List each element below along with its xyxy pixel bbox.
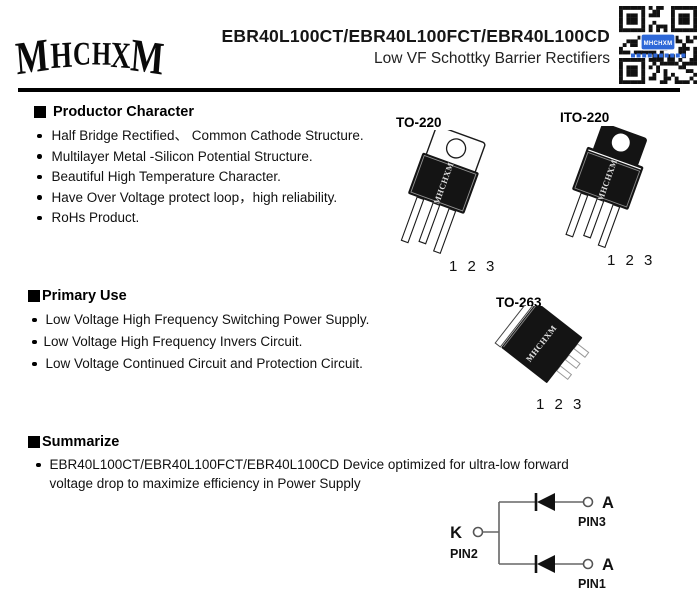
bullet-item: Beautiful High Temperature Character. [37, 167, 364, 188]
primary-use-bullet-list: Low Voltage High Frequency Switching Pow… [32, 310, 369, 375]
ito220-leg [597, 203, 621, 249]
logo-letter: C [73, 36, 91, 73]
section-square-icon [34, 106, 46, 118]
logo-letter: M [129, 28, 164, 82]
cathode-pin-label: PIN2 [450, 547, 478, 561]
section-productor-header: Productor Character [34, 104, 194, 120]
cathode-terminal-icon [472, 526, 484, 538]
anode-bottom-label: A [602, 556, 614, 574]
qr-center-badge [640, 33, 676, 51]
section-title: Primary Use [42, 288, 127, 304]
page-title: EBR40L100CT/EBR40L100FCT/EBR40L100CD [221, 26, 610, 46]
package-to220-figure: MHCHXM [400, 130, 486, 255]
logo-letter: H [50, 35, 73, 77]
bullet-text: Have Over Voltage protect loop，high reli… [51, 189, 338, 205]
section-summarize-header: Summarize [28, 434, 119, 450]
to263-pin-numbers: 1 2 3 [536, 396, 585, 413]
to220-pin-numbers: 1 2 3 [449, 258, 498, 275]
bullet-dot-icon [37, 133, 42, 138]
bullet-text: Low Voltage High Frequency Switching Pow… [45, 312, 370, 327]
to220-mounting-hole [445, 138, 467, 159]
header-titles: EBR40L100CT/EBR40L100FCT/EBR40L100CD Low… [150, 26, 610, 68]
diode-bottom-icon [534, 555, 555, 573]
package-label-ito220: ITO-220 [560, 110, 610, 125]
anode-bottom-terminal-icon [582, 558, 594, 570]
anode-top-label: A [602, 494, 614, 512]
circuit-diagram: K PIN2 A PIN3 A PIN1 [450, 493, 614, 591]
diode-top-icon [534, 493, 555, 511]
bullet-dot-icon [32, 361, 37, 366]
bullet-item: Have Over Voltage protect loop，high reli… [37, 188, 364, 209]
to263-leg [564, 354, 581, 369]
package-label-to220: TO-220 [396, 115, 442, 130]
ito220-pin-numbers: 1 2 3 [607, 252, 656, 269]
bullet-dot-icon [32, 317, 37, 322]
brand-logo: M H C H X M [14, 28, 164, 82]
to263-leg [555, 365, 573, 381]
header-divider [18, 88, 680, 92]
bullet-text: EBR40L100CT/EBR40L100FCT/EBR40L100CD Dev… [49, 457, 569, 491]
qr-badge-text: MHCHXM [644, 41, 673, 47]
bullet-item: EBR40L100CT/EBR40L100FCT/EBR40L100CD Dev… [36, 455, 598, 493]
section-square-icon [28, 290, 40, 302]
bullet-item: Half Bridge Rectified、 Common Cathode St… [37, 126, 364, 147]
anode-bottom-pin-label: PIN1 [578, 577, 606, 591]
to220-body [408, 152, 479, 214]
qr-caption-marks [631, 53, 686, 58]
section-square-icon [28, 436, 40, 448]
to220-leg [400, 196, 425, 244]
bullet-item: Low Voltage High Frequency Invers Circui… [32, 332, 369, 353]
package-ito220-figure: MHCHXM [565, 126, 647, 249]
section-primary-use-header: Primary Use [28, 288, 127, 304]
bullet-text: Multilayer Metal -Silicon Potential Stru… [51, 148, 313, 164]
bullet-dot-icon [32, 339, 37, 344]
bullet-text: RoHs Product. [51, 210, 140, 225]
logo-letter: H [92, 36, 112, 73]
anode-top-pin-label: PIN3 [578, 515, 606, 529]
section-title: Productor Character [53, 104, 195, 120]
anode-top-terminal-icon [582, 496, 594, 508]
bullet-item: RoHs Product. [37, 208, 364, 229]
to263-tab-edge [494, 306, 537, 348]
to220-leg [418, 202, 441, 245]
to263-leg [573, 343, 590, 358]
bullet-text: Low Voltage Continued Circuit and Protec… [45, 356, 363, 371]
bullet-dot-icon [37, 215, 42, 220]
bullet-dot-icon [37, 195, 42, 200]
logo-letter: X [110, 35, 132, 77]
bullet-item: Low Voltage High Frequency Switching Pow… [32, 310, 369, 331]
bullet-item: Low Voltage Continued Circuit and Protec… [32, 354, 369, 375]
ito220-mounting-hole [611, 133, 630, 152]
bullet-item: Multilayer Metal -Silicon Potential Stru… [37, 147, 364, 168]
bullet-dot-icon [37, 174, 42, 179]
bullet-text: Low Voltage High Frequency Invers Circui… [43, 334, 303, 349]
productor-bullet-list: Half Bridge Rectified、 Common Cathode St… [37, 126, 364, 229]
circuit-wires [482, 501, 584, 565]
bullet-dot-icon [36, 462, 41, 467]
summarize-bullet-list: EBR40L100CT/EBR40L100FCT/EBR40L100CD Dev… [36, 455, 598, 493]
to263-body [501, 306, 583, 383]
package-to263-figure: MHCHXM [494, 306, 590, 383]
ito220-leg [565, 192, 589, 238]
bullet-text: Half Bridge Rectified、 Common Cathode St… [51, 128, 364, 143]
bullet-text: Beautiful High Temperature Character. [51, 169, 281, 184]
section-title: Summarize [42, 434, 120, 450]
cathode-label: K [450, 524, 462, 542]
to220-leg [432, 207, 457, 255]
qr-code: MHCHXM [619, 6, 697, 84]
bullet-dot-icon [37, 154, 42, 159]
ito220-leg [583, 198, 605, 239]
page-subtitle: Low VF Schottky Barrier Rectifiers [373, 50, 610, 67]
logo-letter: M [14, 28, 51, 82]
